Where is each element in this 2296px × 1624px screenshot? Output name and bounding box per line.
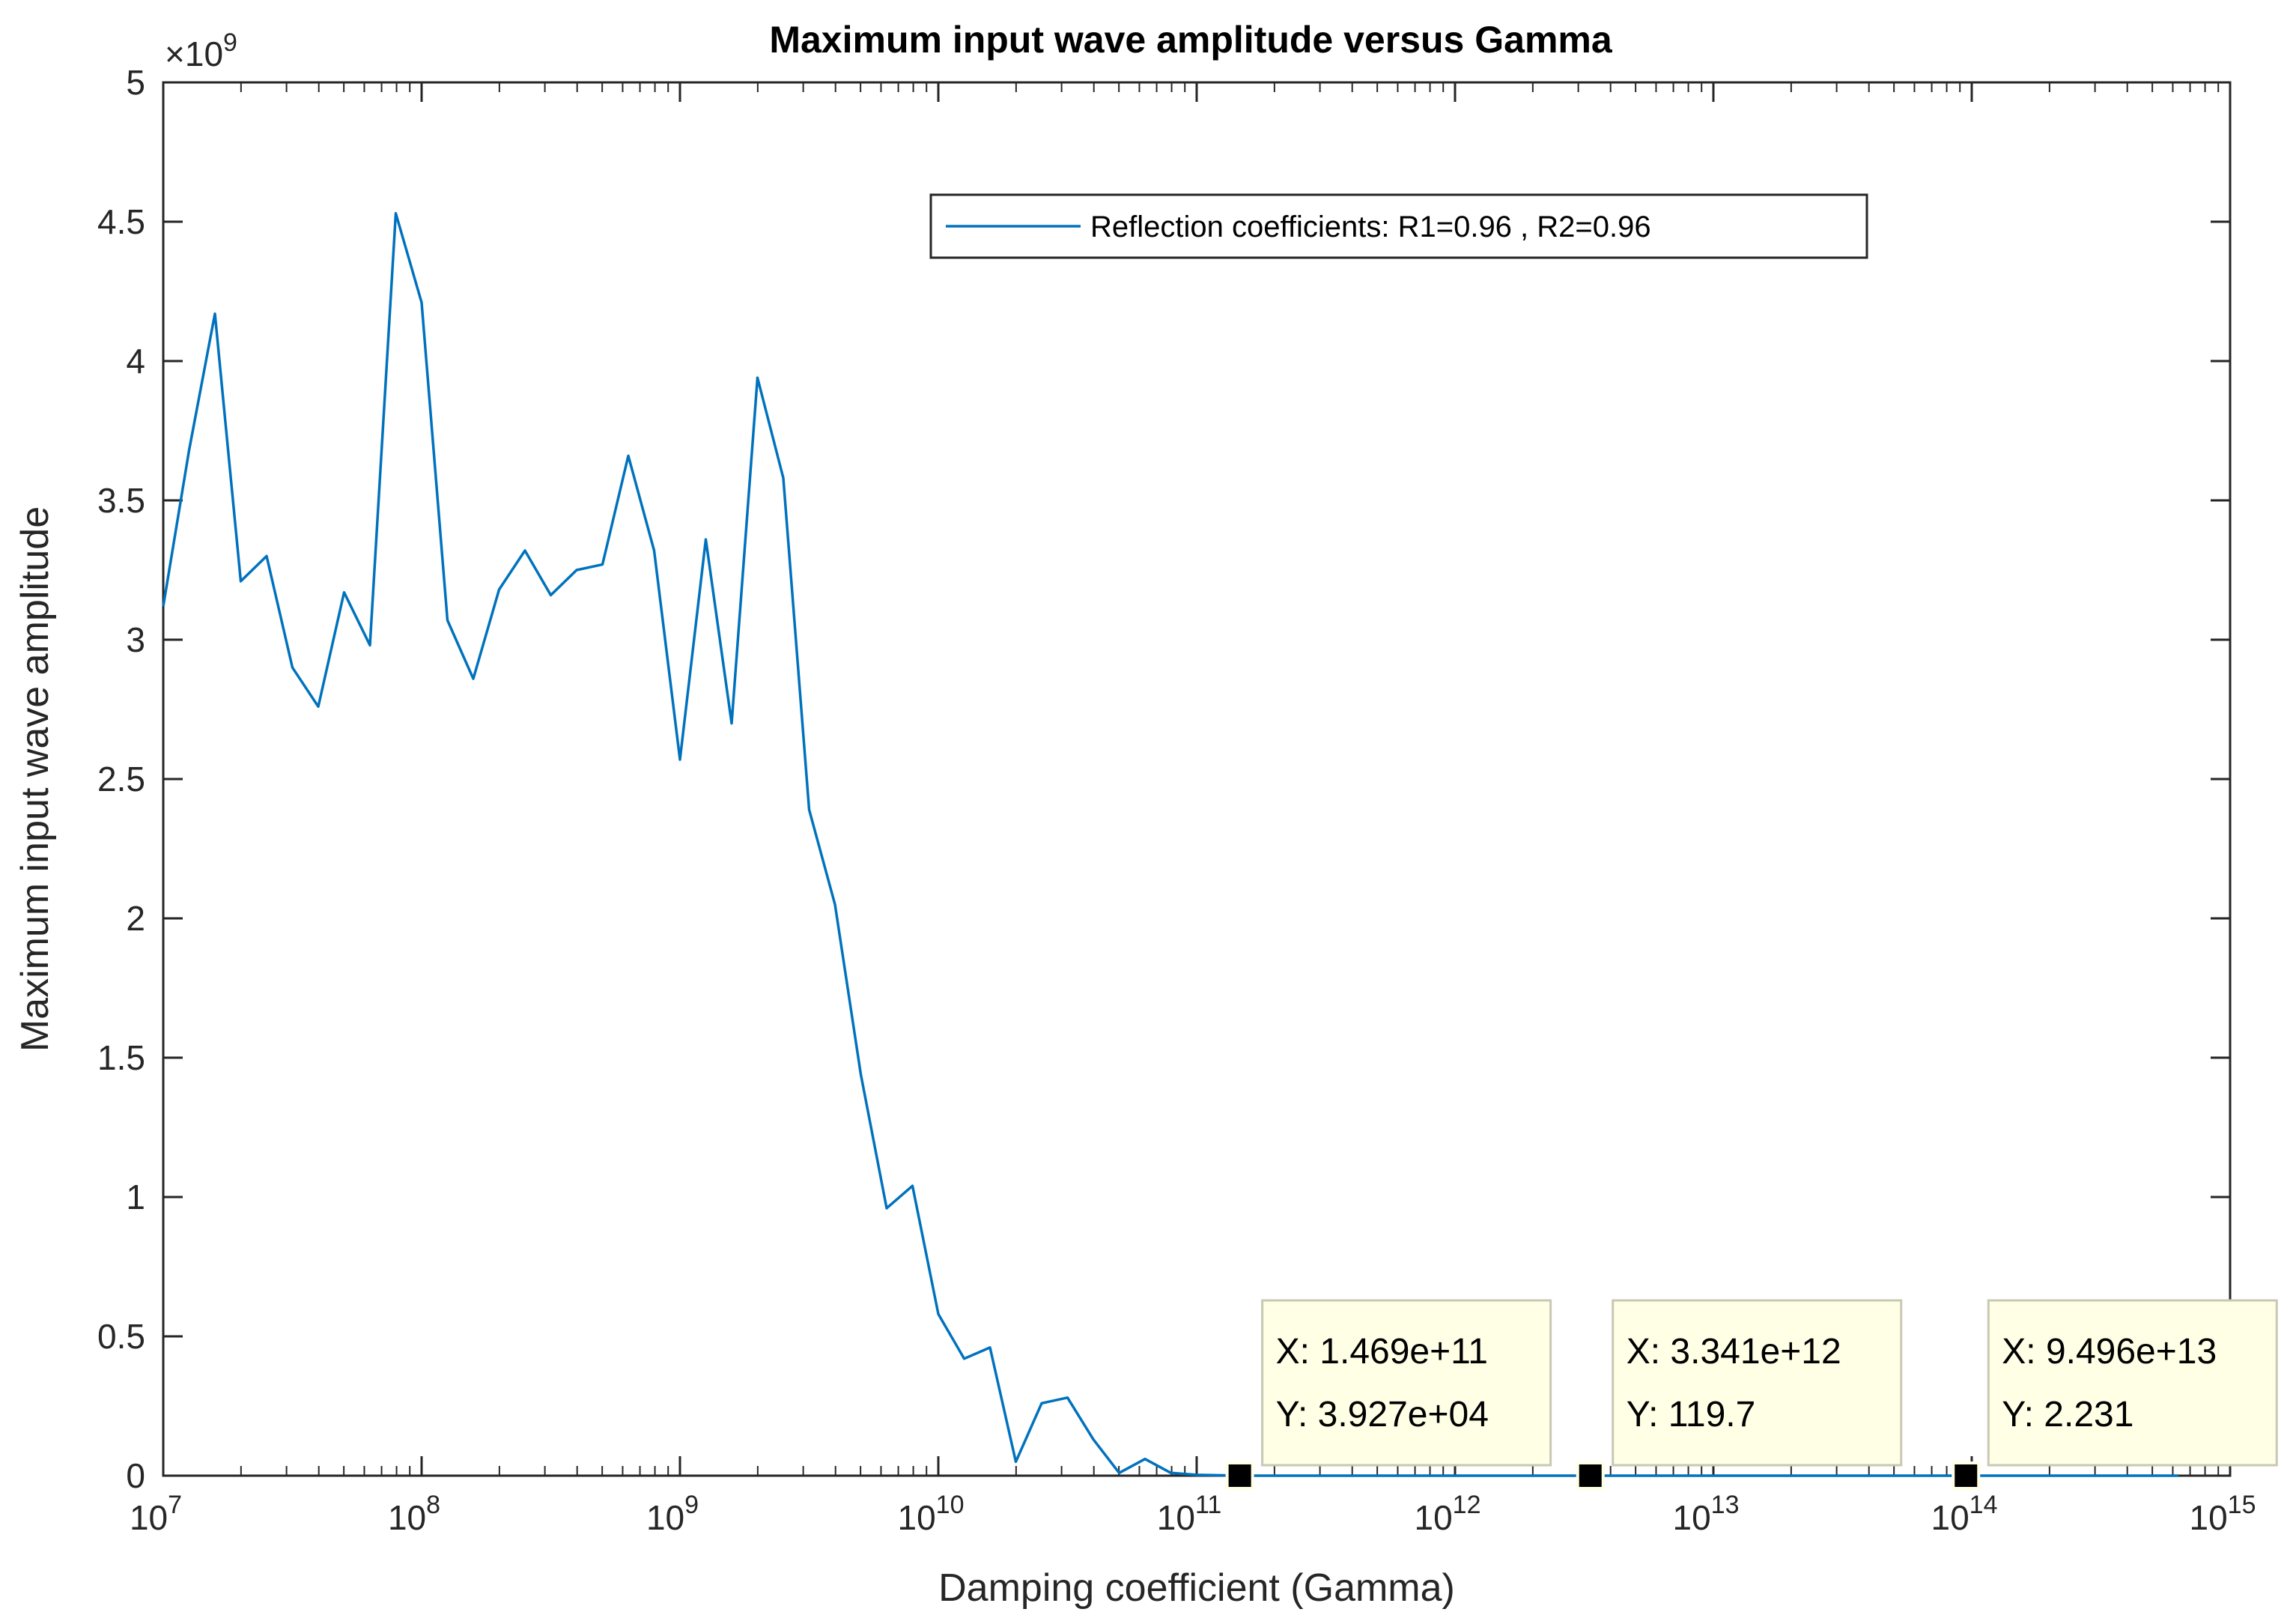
y-tick-label: 5 xyxy=(126,63,145,102)
datatip-box xyxy=(1261,1299,1552,1467)
datatip-marker xyxy=(1225,1461,1254,1490)
y-tick-label: 3.5 xyxy=(97,481,145,520)
datatip-box xyxy=(1987,1299,2278,1467)
y-tick-label: 2 xyxy=(126,899,145,938)
y-tick-label: 2.5 xyxy=(97,760,145,799)
y-tick-label: 4 xyxy=(126,342,145,381)
datatip-box xyxy=(1612,1299,1903,1467)
datatip-marker xyxy=(1952,1461,1981,1490)
y-tick-label: 4.5 xyxy=(97,202,145,241)
datatips: X: 1.469e+11 Y: 3.927e+04 X: 3.341e+12 Y: 1… xyxy=(1225,1299,2278,1490)
plot-area xyxy=(162,81,2232,1477)
x-tick-label: 108 xyxy=(388,1491,440,1537)
x-tick-label: 1010 xyxy=(898,1491,965,1537)
y-axis-label: Maximum input wave amplitude xyxy=(13,506,57,1052)
x-tick-label: 1015 xyxy=(2190,1491,2256,1537)
chart-title: Maximum input wave amplitude versus Gamm… xyxy=(769,19,1613,61)
x-axis-label: Damping coefficient (Gamma) xyxy=(938,1566,1455,1610)
x-tick-label: 1011 xyxy=(1157,1491,1221,1537)
axis-ticks: 0 0.5 1 1.5 2 2.5 3 3.5 4 4.5 5 ×109 107 108 109 1010 10… xyxy=(97,28,2256,1537)
x-tick-label: 1013 xyxy=(1673,1491,1740,1537)
datatip-marker xyxy=(1576,1461,1605,1490)
legend-box xyxy=(929,193,1868,259)
legend: Reflection coefficients: R1=0.96 , R2=0.… xyxy=(929,193,1868,259)
datatip-y-value: Y: 119.7 xyxy=(1627,1395,1756,1434)
y-tick-label: 1.5 xyxy=(97,1038,145,1077)
legend-entry-label: Reflection coefficients: R1=0.96 , R2=0.… xyxy=(1090,210,1651,243)
y-tick-label: 0.5 xyxy=(97,1317,145,1356)
datatip-y-value: Y: 3.927e+04 xyxy=(1276,1395,1489,1434)
y-tick-label: 1 xyxy=(126,1178,145,1217)
y-tick-label: 0 xyxy=(126,1456,145,1495)
y-exponent-label: ×109 xyxy=(165,28,237,73)
x-tick-label: 107 xyxy=(130,1491,182,1537)
x-tick-label: 1012 xyxy=(1415,1491,1481,1537)
datatip-y-value: Y: 2.231 xyxy=(2002,1395,2133,1434)
datatip-x-value: X: 3.341e+12 xyxy=(1627,1332,1841,1372)
datatip-x-value: X: 1.469e+11 xyxy=(1276,1332,1488,1372)
y-tick-label: 3 xyxy=(126,620,145,659)
x-tick-label: 109 xyxy=(646,1491,699,1537)
x-tick-label: 1014 xyxy=(1931,1491,1998,1537)
datatip-x-value: X: 9.496e+13 xyxy=(2002,1332,2217,1372)
